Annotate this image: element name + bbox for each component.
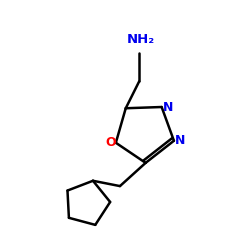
Text: N: N [175,134,185,147]
Text: N: N [162,100,173,114]
Text: O: O [105,136,116,149]
Text: NH₂: NH₂ [126,34,154,46]
